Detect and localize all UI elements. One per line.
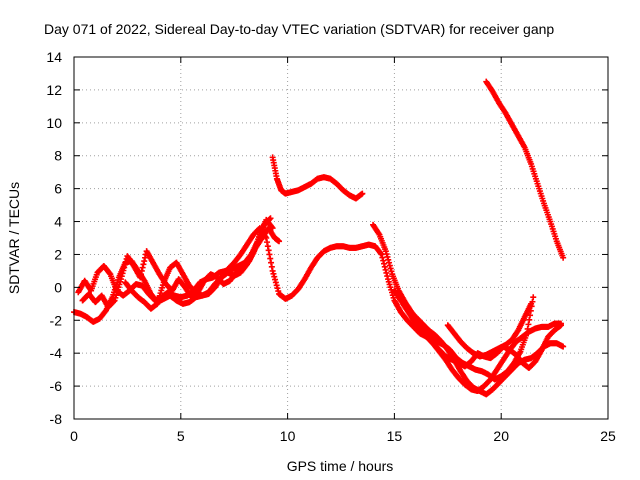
data-point-marker: [386, 262, 393, 269]
data-point-marker: [264, 243, 271, 250]
x-tick-label: 25: [600, 428, 616, 444]
x-tick-label: 0: [70, 428, 78, 444]
data-point-marker: [525, 321, 532, 328]
data-point-marker: [121, 264, 128, 271]
y-tick-label: 2: [54, 246, 62, 262]
series-track-10: [483, 78, 567, 261]
y-tick-label: 10: [46, 115, 62, 131]
data-point-marker: [385, 256, 392, 263]
data-point-marker: [274, 285, 281, 292]
series-track-4: [122, 216, 276, 312]
data-point-marker: [387, 265, 394, 272]
series-track-9: [444, 300, 535, 360]
series-track-8: [412, 313, 567, 398]
data-point-marker: [142, 254, 149, 261]
x-tick-label: 5: [177, 428, 185, 444]
data-point-marker: [269, 267, 276, 274]
data-point-marker: [560, 343, 567, 350]
data-point-marker: [267, 215, 274, 222]
chart-title: Day 071 of 2022, Sidereal Day-to-day VTE…: [44, 21, 554, 37]
plot-frame: [73, 56, 609, 420]
y-tick-label: -4: [50, 345, 63, 361]
y-tick-label: 14: [46, 49, 62, 65]
data-point-marker: [383, 269, 390, 276]
data-point-marker: [273, 282, 280, 289]
data-point-marker: [382, 248, 389, 255]
data-point-marker: [382, 266, 389, 273]
data-point-marker: [117, 276, 124, 283]
y-tick-label: -8: [50, 411, 63, 427]
data-point-marker: [530, 294, 537, 301]
series-track-5: [269, 154, 366, 202]
y-tick-label: -2: [50, 312, 63, 328]
data-point-marker: [264, 239, 271, 246]
data-point-marker: [138, 271, 145, 278]
data-point-marker: [558, 320, 565, 327]
y-tick-label: 8: [54, 148, 62, 164]
data-point-marker: [272, 279, 279, 286]
data-point-marker: [560, 254, 567, 261]
data-point-marker: [271, 273, 278, 280]
data-point-marker: [272, 276, 279, 283]
y-axis-label: SDTVAR / TECUs: [6, 182, 22, 294]
data-point-marker: [140, 261, 147, 268]
data-points: [71, 78, 567, 398]
data-point-marker: [141, 258, 148, 265]
y-tick-label: 6: [54, 181, 62, 197]
axis-ticks: -8 -6 -4 -2 0 2 4 6 8 10 12 14 0 5 10 15 20 25: [46, 49, 616, 444]
data-point-marker: [380, 257, 387, 264]
data-point-marker: [526, 316, 533, 323]
data-point-marker: [381, 263, 388, 270]
data-point-marker: [122, 258, 129, 265]
x-tick-label: 10: [280, 428, 296, 444]
data-point-marker: [265, 247, 272, 254]
data-point-marker: [137, 274, 144, 281]
data-point-marker: [359, 190, 366, 197]
data-point-marker: [106, 270, 113, 277]
data-point-marker: [384, 273, 391, 280]
data-point-marker: [379, 254, 386, 261]
data-point-marker: [268, 224, 275, 231]
data-point-marker: [377, 250, 384, 257]
x-tick-label: 20: [493, 428, 509, 444]
data-point-marker: [270, 270, 277, 277]
data-point-marker: [383, 251, 390, 258]
data-point-marker: [119, 270, 126, 277]
data-point-marker: [266, 251, 273, 258]
y-tick-label: 12: [46, 82, 62, 98]
y-tick-label: 4: [54, 214, 62, 230]
y-tick-label: -6: [50, 378, 63, 394]
data-point-marker: [268, 263, 275, 270]
data-point-marker: [275, 288, 282, 295]
data-point-marker: [121, 261, 128, 268]
data-point-marker: [110, 298, 117, 305]
data-point-marker: [268, 259, 275, 266]
data-point-marker: [267, 255, 274, 262]
x-tick-label: 15: [387, 428, 403, 444]
data-point-marker: [384, 253, 391, 260]
data-point-marker: [138, 267, 145, 274]
data-point-marker: [276, 238, 283, 245]
data-point-marker: [139, 264, 146, 271]
data-point-marker: [378, 251, 385, 258]
data-point-marker: [118, 273, 125, 280]
data-point-marker: [120, 267, 127, 274]
data-point-marker: [528, 300, 535, 307]
data-point-marker: [380, 260, 387, 267]
x-axis-label: GPS time / hours: [287, 458, 394, 474]
data-point-marker: [388, 268, 395, 275]
y-tick-label: 0: [54, 279, 62, 295]
data-point-marker: [269, 225, 276, 232]
data-point-marker: [386, 259, 393, 266]
